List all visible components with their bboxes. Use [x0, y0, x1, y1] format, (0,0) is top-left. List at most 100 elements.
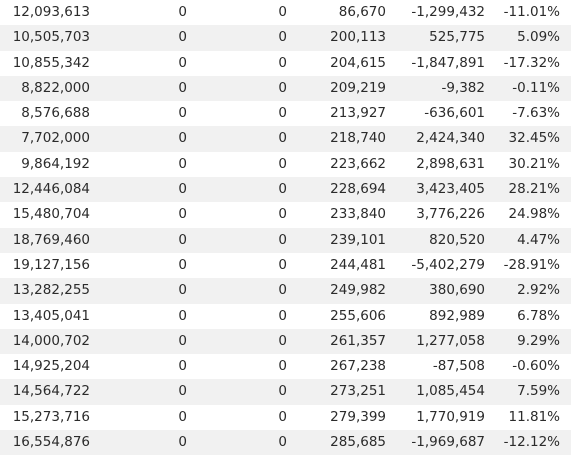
change-percent-cell: 24.98% [508, 206, 560, 223]
value-col-1-cell: 7,702,000 [21, 130, 90, 147]
value-col-3-cell: 0 [278, 29, 287, 46]
value-col-2-cell: 0 [178, 29, 187, 46]
value-col-4-cell: 204,615 [330, 54, 386, 71]
value-col-1-cell: 19,127,156 [12, 256, 90, 273]
change-percent-cell: -12.12% [503, 434, 560, 451]
value-col-2-cell: 0 [178, 4, 187, 20]
change-amount-cell: 1,770,919 [416, 408, 485, 425]
value-col-4-cell: 267,238 [330, 358, 386, 375]
table-row: 14,000,702 0 0 261,357 1,277,058 9.29% [0, 328, 571, 355]
change-percent-cell: 9.29% [517, 332, 560, 349]
value-col-2-cell: 0 [178, 282, 187, 299]
change-amount-cell: -9,382 [441, 79, 485, 96]
value-col-3-cell: 0 [278, 155, 287, 172]
value-col-1-cell: 12,093,613 [12, 4, 90, 20]
value-col-4-cell: 86,670 [338, 4, 386, 20]
change-percent-cell: 5.09% [517, 29, 560, 46]
change-amount-cell: 1,277,058 [416, 332, 485, 349]
change-percent-cell: -7.63% [512, 105, 560, 122]
value-col-2-cell: 0 [178, 130, 187, 147]
value-col-4-cell: 209,219 [330, 79, 386, 96]
table-row: 15,480,704 0 0 233,840 3,776,226 24.98% [0, 202, 571, 227]
table-row: 16,554,876 0 0 285,685 -1,969,687 -12.12% [0, 430, 571, 456]
value-col-3-cell: 0 [278, 206, 287, 223]
value-col-4-cell: 213,927 [330, 105, 386, 122]
table-row: 10,505,703 0 0 200,113 525,775 5.09% [0, 25, 571, 51]
change-amount-cell: 3,776,226 [416, 206, 485, 223]
value-col-2-cell: 0 [178, 307, 187, 324]
value-col-1-cell: 10,855,342 [12, 54, 90, 71]
change-percent-cell: 11.81% [508, 408, 560, 425]
value-col-3-cell: 0 [278, 408, 287, 425]
value-col-3-cell: 0 [278, 54, 287, 71]
table-row: 10,855,342 0 0 204,615 -1,847,891 -17.32% [0, 51, 571, 76]
value-col-2-cell: 0 [178, 105, 187, 122]
value-col-3-cell: 0 [278, 358, 287, 375]
value-col-2-cell: 0 [178, 408, 187, 425]
change-percent-cell: 28.21% [508, 181, 560, 198]
table-row: 19,127,156 0 0 244,481 -5,402,279 -28.91% [0, 253, 571, 278]
value-col-2-cell: 0 [178, 332, 187, 349]
change-amount-cell: -1,847,891 [411, 54, 485, 71]
table-row: 13,405,041 0 0 255,606 892,989 6.78% [0, 304, 571, 329]
value-col-3-cell: 0 [278, 307, 287, 324]
value-col-2-cell: 0 [178, 256, 187, 273]
table-row: 12,093,613 0 0 86,670 -1,299,432 -11.01% [0, 0, 571, 25]
change-percent-cell: -0.11% [512, 79, 560, 96]
value-col-4-cell: 255,606 [330, 307, 386, 324]
change-amount-cell: 820,520 [429, 231, 485, 248]
value-col-4-cell: 249,982 [330, 282, 386, 299]
table-row: 7,702,000 0 0 218,740 2,424,340 32.45% [0, 126, 571, 152]
value-col-3-cell: 0 [278, 332, 287, 349]
change-percent-cell: -0.60% [512, 358, 560, 375]
value-col-3-cell: 0 [278, 383, 287, 400]
value-col-1-cell: 9,864,192 [21, 155, 90, 172]
value-col-1-cell: 13,282,255 [12, 282, 90, 299]
value-col-4-cell: 279,399 [330, 408, 386, 425]
value-col-3-cell: 0 [278, 4, 287, 20]
value-col-1-cell: 14,925,204 [12, 358, 90, 375]
value-col-4-cell: 285,685 [330, 434, 386, 451]
value-col-4-cell: 218,740 [330, 130, 386, 147]
value-col-2-cell: 0 [178, 54, 187, 71]
change-percent-cell: -11.01% [503, 4, 560, 20]
table-row: 14,925,204 0 0 267,238 -87,508 -0.60% [0, 354, 571, 379]
change-amount-cell: 2,898,631 [416, 155, 485, 172]
value-col-3-cell: 0 [278, 434, 287, 451]
value-col-2-cell: 0 [178, 206, 187, 223]
value-col-4-cell: 261,357 [330, 332, 386, 349]
value-col-1-cell: 15,273,716 [12, 408, 90, 425]
table-row: 18,769,460 0 0 239,101 820,520 4.47% [0, 227, 571, 253]
data-table: 12,093,613 0 0 86,670 -1,299,432 -11.01% 10,50… [0, 0, 571, 456]
table-row: 8,822,000 0 0 209,219 -9,382 -0.11% [0, 75, 571, 102]
value-col-2-cell: 0 [178, 231, 187, 248]
value-col-3-cell: 0 [278, 256, 287, 273]
change-amount-cell: 1,085,454 [416, 383, 485, 400]
change-amount-cell: 3,423,405 [416, 181, 485, 198]
table-row: 15,273,716 0 0 279,399 1,770,919 11.81% [0, 405, 571, 430]
value-col-1-cell: 8,576,688 [21, 105, 90, 122]
value-col-2-cell: 0 [178, 358, 187, 375]
table-row: 12,446,084 0 0 228,694 3,423,405 28.21% [0, 177, 571, 203]
value-col-2-cell: 0 [178, 181, 187, 198]
value-col-1-cell: 10,505,703 [12, 29, 90, 46]
value-col-4-cell: 239,101 [330, 231, 386, 248]
change-percent-cell: 7.59% [517, 383, 560, 400]
value-col-4-cell: 228,694 [330, 181, 386, 198]
value-col-1-cell: 16,554,876 [12, 434, 90, 451]
value-col-3-cell: 0 [278, 181, 287, 198]
change-amount-cell: 525,775 [429, 29, 485, 46]
change-amount-cell: -5,402,279 [411, 256, 485, 273]
change-percent-cell: 2.92% [517, 282, 560, 299]
value-col-4-cell: 233,840 [330, 206, 386, 223]
change-amount-cell: -1,969,687 [411, 434, 485, 451]
change-percent-cell: 6.78% [517, 307, 560, 324]
value-col-1-cell: 15,480,704 [12, 206, 90, 223]
table-row: 9,864,192 0 0 223,662 2,898,631 30.21% [0, 152, 571, 177]
value-col-2-cell: 0 [178, 155, 187, 172]
change-amount-cell: 380,690 [429, 282, 485, 299]
value-col-3-cell: 0 [278, 79, 287, 96]
value-col-1-cell: 14,000,702 [12, 332, 90, 349]
change-percent-cell: 4.47% [517, 231, 560, 248]
value-col-1-cell: 14,564,722 [12, 383, 90, 400]
